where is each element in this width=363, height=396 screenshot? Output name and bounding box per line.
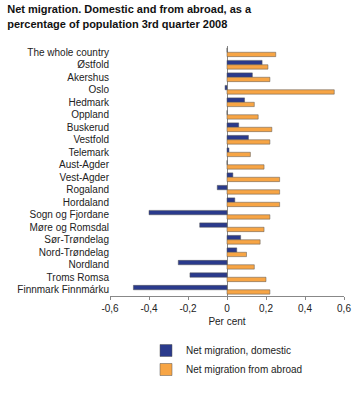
svg-text:Rogaland: Rogaland	[66, 184, 109, 195]
svg-text:Oppland: Oppland	[71, 109, 109, 120]
svg-text:Vest-Agder: Vest-Agder	[60, 172, 110, 183]
svg-text:Hordaland: Hordaland	[63, 197, 109, 208]
svg-text:-0,6: -0,6	[101, 303, 119, 314]
svg-text:Net migration, domestic: Net migration, domestic	[186, 345, 291, 356]
svg-text:-0,2: -0,2	[179, 303, 197, 314]
svg-text:Aust-Agder: Aust-Agder	[59, 159, 110, 170]
svg-text:Nordland: Nordland	[68, 259, 109, 270]
svg-text:Sogn og Fjordane: Sogn og Fjordane	[29, 209, 109, 220]
svg-text:Nord-Trøndelag: Nord-Trøndelag	[39, 247, 109, 258]
svg-text:0,4: 0,4	[298, 303, 312, 314]
svg-text:0,2: 0,2	[259, 303, 273, 314]
svg-text:Østfold: Østfold	[77, 59, 109, 70]
svg-text:Per cent: Per cent	[208, 316, 245, 327]
svg-text:0,6: 0,6	[337, 303, 351, 314]
svg-text:The whole country: The whole country	[27, 47, 109, 58]
svg-text:Finnmark Finnmárku: Finnmark Finnmárku	[17, 284, 109, 295]
svg-text:Møre og Romsdal: Møre og Romsdal	[30, 222, 109, 233]
svg-text:Hedmark: Hedmark	[68, 97, 110, 108]
svg-text:Vestfold: Vestfold	[73, 134, 109, 145]
svg-text:Troms Romsa: Troms Romsa	[47, 272, 110, 283]
svg-text:Sør-Trøndelag: Sør-Trøndelag	[44, 234, 109, 245]
svg-text:0: 0	[224, 303, 230, 314]
svg-text:Buskerud: Buskerud	[67, 122, 109, 133]
svg-text:Akershus: Akershus	[67, 72, 109, 83]
svg-text:-0,4: -0,4	[140, 303, 158, 314]
svg-text:Net migration from abroad: Net migration from abroad	[186, 364, 302, 375]
svg-text:Telemark: Telemark	[68, 147, 110, 158]
svg-text:Oslo: Oslo	[88, 84, 109, 95]
svg-text:Net migration. Domestic and fr: Net migration. Domestic and from abroad,…	[7, 3, 252, 29]
